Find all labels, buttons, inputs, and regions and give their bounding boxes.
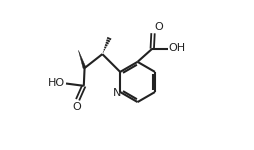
Text: HO: HO: [48, 78, 65, 88]
Text: OH: OH: [168, 43, 185, 53]
Polygon shape: [78, 50, 86, 69]
Text: N: N: [112, 88, 120, 98]
Text: O: O: [72, 102, 81, 112]
Text: O: O: [154, 22, 163, 32]
